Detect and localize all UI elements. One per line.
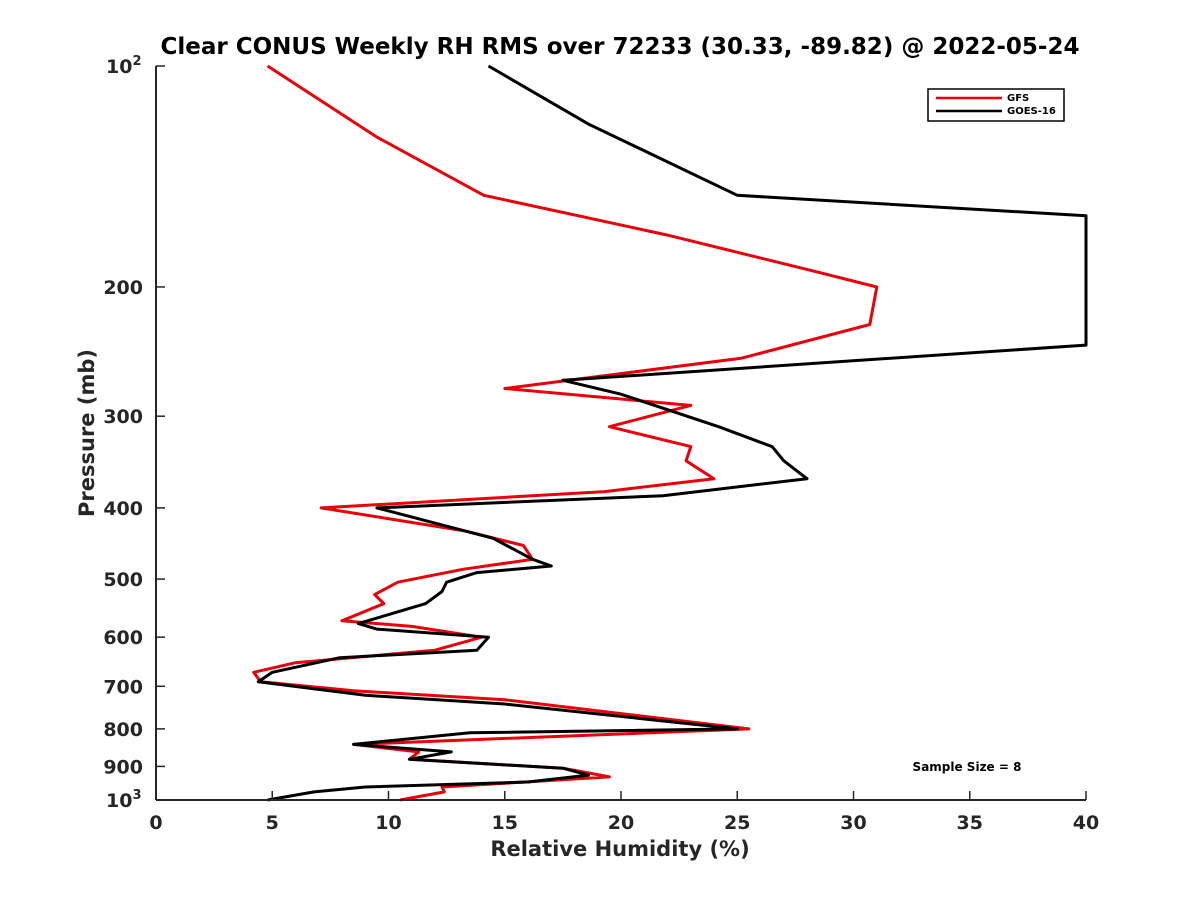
chart-title: Clear CONUS Weekly RH RMS over 72233 (30… — [161, 34, 1080, 60]
legend-label-goes16: GOES-16 — [1007, 106, 1056, 117]
x-tick-label: 30 — [840, 812, 866, 834]
y-tick-label: 103 — [106, 788, 142, 812]
y-tick-label: 102 — [106, 54, 142, 78]
axes — [155, 66, 1086, 801]
series-layer — [252, 64, 1088, 802]
y-tick-label: 700 — [103, 676, 143, 698]
x-axis-label: Relative Humidity (%) — [490, 837, 749, 861]
x-tick-label: 15 — [492, 812, 518, 834]
y-tick-label: 500 — [103, 569, 143, 591]
x-tick-label: 35 — [957, 812, 983, 834]
x-tick-label: 5 — [266, 812, 279, 834]
legend-box — [927, 88, 1065, 122]
y-axis-label: Pressure (mb) — [75, 349, 99, 517]
x-tick-label: 0 — [149, 812, 162, 834]
y-tick-label: 400 — [103, 498, 143, 520]
series-line-goes16 — [256, 64, 1088, 802]
x-tick-label: 20 — [608, 812, 634, 834]
y-tick-label: 300 — [103, 406, 143, 428]
legend-label-gfs: GFS — [1007, 93, 1029, 104]
x-tick-label: 40 — [1073, 812, 1099, 834]
x-tick-label: 10 — [375, 812, 401, 834]
series-line-gfs — [252, 64, 879, 802]
y-tick-label: 600 — [103, 627, 143, 649]
ticks-layer: 0 5 10 15 20 25 30 35 40 102 200 300 400 500 600 700 800… — [103, 54, 1099, 834]
sample-size-annotation: Sample Size = 8 — [913, 760, 1022, 774]
x-tick-label: 25 — [724, 812, 750, 834]
y-tick-label: 200 — [103, 277, 143, 299]
y-tick-label: 800 — [103, 719, 143, 741]
legend: GFS GOES-16 — [927, 88, 1065, 122]
y-tick-label: 900 — [103, 756, 143, 778]
